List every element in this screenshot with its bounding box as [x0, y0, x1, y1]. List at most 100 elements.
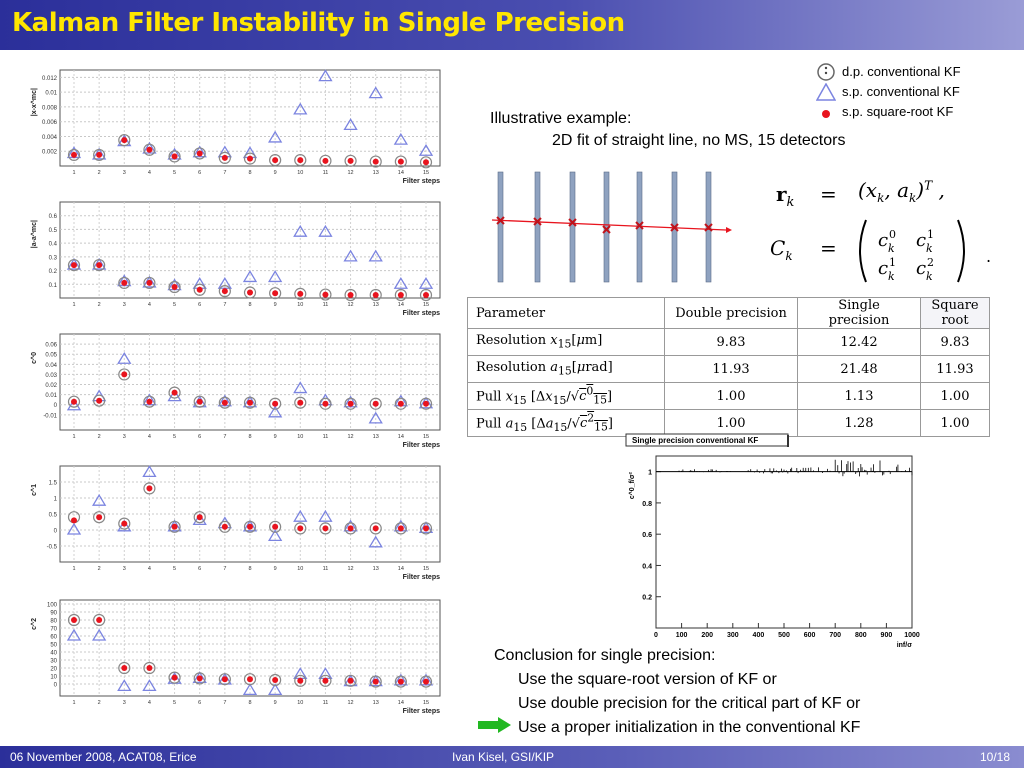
y-tick-label: 0.8: [642, 501, 652, 508]
sp-triangle-point: [293, 102, 308, 115]
table-row: Resolution x15[μm] 9.83 12.42 9.83: [467, 328, 990, 356]
x-tick-label: 11: [323, 302, 329, 308]
x-axis-label: inf/σ: [897, 642, 912, 649]
sr-dot-point: [121, 137, 128, 144]
dp-circle-point: [118, 368, 131, 381]
dp-circle-point: [67, 258, 81, 272]
x-tick-label: 12: [348, 566, 354, 572]
x-tick-label: 15: [423, 566, 429, 572]
sr-dot-point: [247, 399, 253, 406]
footer-date: 06 November 2008, ACAT08, Erice: [10, 750, 197, 764]
r-lhs: rk: [776, 182, 795, 210]
sp-triangle-point: [293, 509, 308, 522]
x-tick-label: 14: [398, 434, 404, 440]
sp-triangle-point: [242, 519, 258, 532]
x-tick-label: 8: [248, 170, 251, 176]
sr-dot-point: [196, 398, 203, 405]
col-parameter: Parameter: [467, 297, 665, 329]
sr-dot-point: [71, 398, 77, 405]
x-tick-label: 900: [881, 632, 893, 639]
svg-text:k: k: [888, 270, 895, 283]
dp-circle-point: [243, 286, 257, 299]
sr-dot-point: [196, 675, 203, 682]
legend-item-sr: s.p. square-root KF: [816, 102, 961, 122]
sr-dot-point: [247, 289, 253, 296]
sr-dot-point: [171, 389, 178, 396]
pull-chart: Single precision conventional KF 0.2 0.4 0.…: [625, 433, 920, 649]
sp-triangle-point: [293, 224, 308, 237]
sr-dot-point: [221, 676, 228, 683]
dp-circle-point: [419, 522, 433, 535]
cell-dp: 11.93: [664, 355, 798, 383]
svg-text:c: c: [916, 230, 926, 251]
cell-param: Pull x15 [Δx15/√c015]: [467, 382, 665, 410]
dp-circle-point: [143, 395, 156, 408]
results-table: Parameter Double precision Single precis…: [467, 297, 990, 437]
table-row: Pull a15 [Δa15/√c215] 1.00 1.28 1.00: [467, 409, 990, 437]
dp-circle-point: [218, 673, 231, 686]
x-tick-label: 5: [173, 434, 176, 440]
dp-circle-point: [294, 522, 307, 535]
y-tick-label: 1: [54, 497, 58, 503]
x-tick-label: 5: [173, 170, 176, 176]
x-axis-label: Filter steps: [403, 310, 440, 317]
sp-triangle-point: [318, 224, 333, 237]
x-tick-label: 14: [398, 170, 404, 176]
sr-dot-point: [146, 485, 153, 492]
sr-dot-point: [322, 525, 329, 532]
x-tick-label: 12: [348, 302, 354, 308]
dp-circle-point: [394, 288, 407, 302]
dp-circle-point: [93, 258, 106, 272]
sr-dot-point: [96, 397, 103, 404]
x-tick-label: 2: [98, 700, 101, 706]
x-tick-label: 2: [98, 566, 101, 572]
dp-circle-point: [294, 287, 307, 300]
x-tick-label: 4: [148, 170, 151, 176]
y-tick-label: -0.01: [43, 413, 57, 419]
conclusion-item: Use the square-root version of KF or: [518, 671, 777, 688]
x-tick-label: 400: [753, 632, 765, 639]
dp-circle-point: [369, 288, 382, 302]
c-lhs: Ck: [770, 236, 793, 263]
sr-dot-point: [272, 400, 279, 407]
scatter-panel: 0.1 0.2 0.3 0.4 0.5 0.6 1 2 3 4 5 6 7 8 9 10 11 12 13 14 15 F…: [30, 198, 450, 322]
dp-circle-point: [143, 482, 156, 495]
sp-triangle-point: [91, 493, 107, 506]
sp-triangle-point: [66, 628, 82, 641]
x-tick-label: 5: [173, 302, 176, 308]
x-tick-label: 8: [248, 302, 251, 308]
dp-circle-point: [193, 672, 206, 685]
sp-triangle-point: [368, 86, 383, 99]
dp-circle-point: [143, 143, 156, 156]
sr-dot-point: [347, 292, 354, 298]
x-tick-label: 600: [804, 632, 816, 639]
sr-dot-point: [297, 399, 304, 406]
sr-dot-point: [297, 290, 304, 297]
sp-triangle-point: [318, 69, 333, 82]
sr-dot-point: [121, 371, 128, 378]
sp-triangle-point: [418, 673, 434, 686]
dp-circle-point: [243, 673, 257, 686]
sp-triangle-point: [167, 389, 182, 402]
sp-triangle-point: [267, 130, 283, 143]
sr-dot-point: [347, 677, 354, 684]
y-axis-label: |x-x^mc|: [30, 88, 38, 116]
svg-text:1: 1: [889, 256, 896, 269]
dp-circle-point: [369, 397, 382, 410]
sp-triangle-point: [368, 249, 383, 262]
sr-dot-point: [297, 677, 304, 684]
sr-dot-point: [322, 677, 329, 684]
svg-text:c: c: [916, 258, 926, 279]
cell-dp: 1.00: [664, 382, 798, 410]
scatter-panel: 0.002 0.004 0.006 0.008 0.01 0.012 1 2 3 4 5 6 7 8 9 10…: [30, 66, 450, 190]
x-tick-label: 9: [274, 700, 277, 706]
x-tick-label: 7: [223, 700, 226, 706]
sp-triangle-point: [217, 672, 233, 685]
scatter-panel: -0.01 0 0.01 0.02 0.03 0.04 0.05 0.06 1 2 3 4 5 6 7 8 9 1…: [30, 330, 450, 454]
y-tick-label: 0.03: [45, 373, 57, 379]
dp-circle-point: [168, 386, 181, 399]
y-tick-label: 70: [50, 627, 57, 633]
sr-dot-point: [372, 525, 379, 532]
sr-dot-point: [121, 279, 128, 286]
